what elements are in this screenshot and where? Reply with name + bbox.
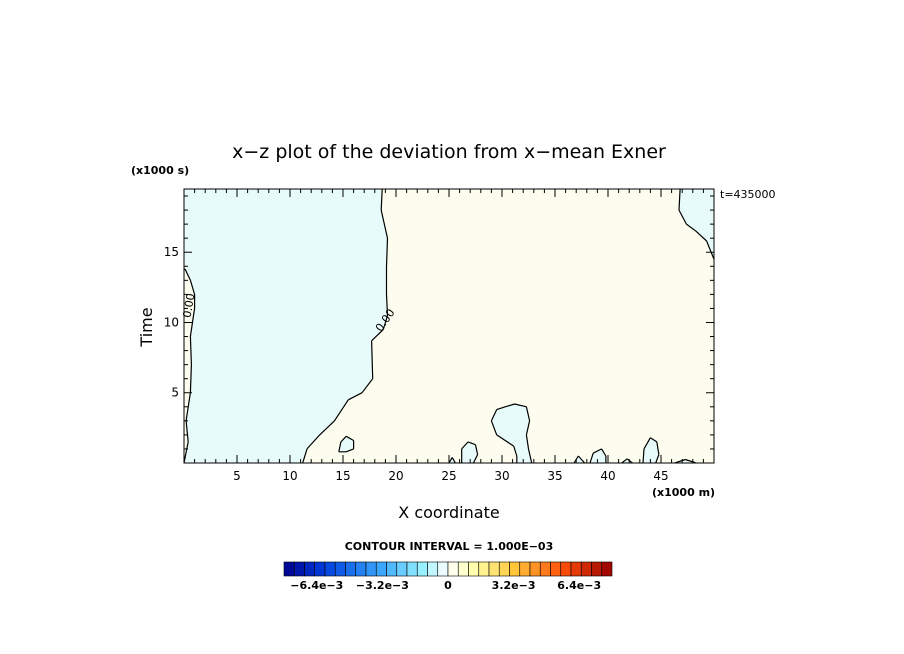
negative-region-8 xyxy=(621,458,633,463)
chart-title: x−z plot of the deviation from x−mean Ex… xyxy=(232,141,666,163)
contour-interval-label: CONTOUR INTERVAL = 1.000E−03 xyxy=(345,540,554,553)
negative-region-10 xyxy=(679,189,714,260)
colorbar-cell xyxy=(314,561,326,577)
colorbar-cell xyxy=(570,561,582,577)
colorbar-cell xyxy=(468,561,480,577)
contour-line-5 xyxy=(642,437,660,463)
colorbar-cell xyxy=(283,561,295,577)
y-tick-label: 10 xyxy=(164,315,179,329)
colorbar-cell xyxy=(406,561,418,577)
x-tick-label: 25 xyxy=(441,469,456,483)
colorbar-cell xyxy=(365,561,377,577)
colorbar-cell xyxy=(529,561,541,577)
colorbar-cell xyxy=(355,561,367,577)
colorbar-cell xyxy=(539,561,551,577)
y-tick-label: 5 xyxy=(171,386,179,400)
contour-line-0 xyxy=(184,189,389,463)
contour-line-8 xyxy=(621,458,633,463)
colorbar-cell xyxy=(519,561,531,577)
y-axis-label: Time xyxy=(137,307,156,347)
colorbar-cell xyxy=(375,561,387,577)
colorbar-cell xyxy=(345,561,357,577)
colorbar-cell xyxy=(498,561,510,577)
contour-line-4 xyxy=(448,457,456,463)
negative-region-0 xyxy=(184,189,388,463)
x-tick-label: 20 xyxy=(388,469,403,483)
colorbar-cell xyxy=(457,561,469,577)
x-tick-label: 35 xyxy=(547,469,562,483)
colorbar: −6.4e−3 −3.2e−3 0 3.2e−3 6.4e−3 xyxy=(283,561,613,592)
colorbar-cell xyxy=(437,561,449,577)
y-tick-label: 15 xyxy=(164,245,179,259)
contour-line-10 xyxy=(678,189,714,260)
time-label: t=435000 xyxy=(720,188,776,201)
colorbar-tick-label: 3.2e−3 xyxy=(492,579,536,592)
colorbar-tick-label: −3.2e−3 xyxy=(356,579,409,592)
negative-region-7 xyxy=(590,448,606,463)
colorbar-cell xyxy=(601,561,613,577)
colorbar-cell xyxy=(447,561,459,577)
colorbar-cell xyxy=(427,561,439,577)
x-unit-label: (x1000 m) xyxy=(652,486,715,499)
colorbar-cell xyxy=(396,561,408,577)
colorbar-cell xyxy=(580,561,592,577)
colorbar-cell xyxy=(304,561,316,577)
negative-region-2 xyxy=(338,436,354,452)
colorbar-cell xyxy=(591,561,603,577)
x-tick-label: 10 xyxy=(282,469,297,483)
x-tick-label: 40 xyxy=(600,469,615,483)
contour-line-3 xyxy=(461,441,479,463)
colorbar-cell xyxy=(386,561,398,577)
negative-region-9 xyxy=(674,459,696,463)
negative-region-1 xyxy=(491,404,532,463)
contour-line-9 xyxy=(674,458,697,463)
x-axis-label: X coordinate xyxy=(398,503,499,522)
colorbar-cell xyxy=(416,561,428,577)
colorbar-cell xyxy=(293,561,305,577)
colorbar-cell xyxy=(478,561,490,577)
colorbar-tick-label: 0 xyxy=(444,579,452,592)
negative-region-6 xyxy=(574,456,585,463)
colorbar-cell xyxy=(488,561,500,577)
contour-line-2 xyxy=(338,435,355,453)
colorbar-cell xyxy=(324,561,336,577)
x-tick-label: 30 xyxy=(494,469,509,483)
x-tick-label: 45 xyxy=(653,469,668,483)
y-unit-label: (x1000 s) xyxy=(131,164,189,177)
x-tick-label: 15 xyxy=(335,469,350,483)
colorbar-tick-label: −6.4e−3 xyxy=(290,579,343,592)
colorbar-cell xyxy=(560,561,572,577)
negative-region-3 xyxy=(461,441,478,463)
colorbar-tick-label: 6.4e−3 xyxy=(557,579,601,592)
colorbar-cell xyxy=(550,561,562,577)
negative-region-4 xyxy=(449,457,456,463)
contour-label: 0.00 xyxy=(181,292,198,318)
colorbar-cell xyxy=(509,561,521,577)
x-tick-label: 5 xyxy=(233,469,241,483)
contour-line-1 xyxy=(490,403,533,463)
colorbar-cell xyxy=(334,561,346,577)
contour-line-7 xyxy=(589,448,607,463)
